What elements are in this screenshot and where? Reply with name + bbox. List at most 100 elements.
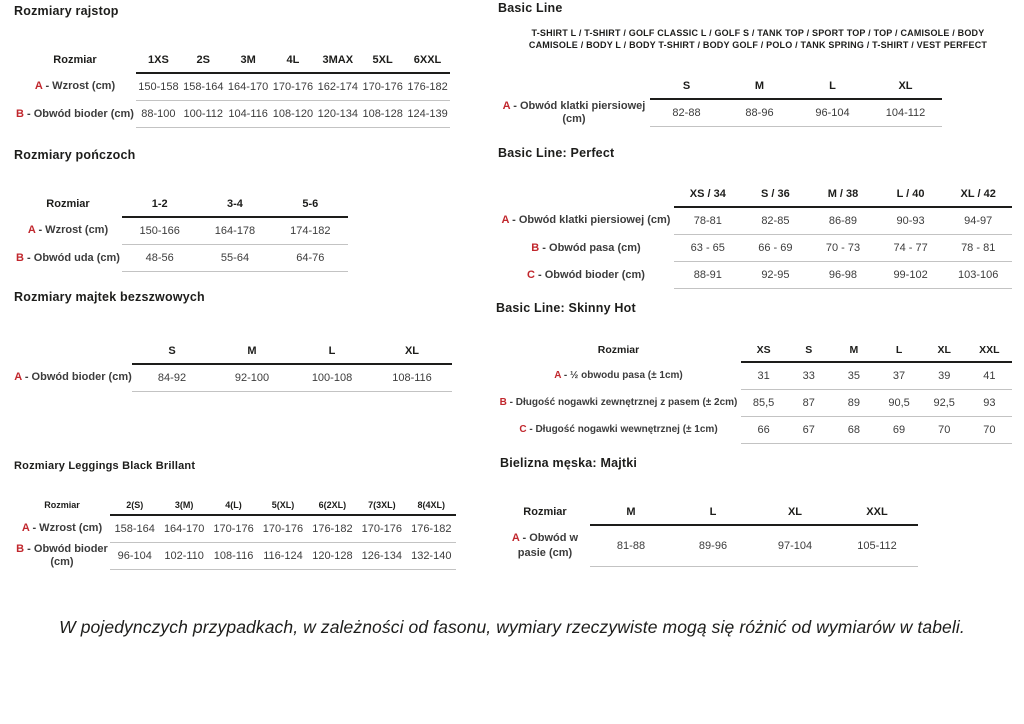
size-value: 96-98 (809, 261, 877, 289)
dimension-letter: A (34, 80, 43, 93)
header-row: S M L XL (14, 339, 452, 365)
size-value: 170-176 (208, 515, 259, 543)
size-value: 81-88 (590, 525, 672, 567)
basic-line-size-table: S M L XL A - Obwód klatki piersiowej (cm… (498, 74, 942, 128)
size-value: 170-176 (360, 73, 406, 101)
table-row: B - Obwód bioder (cm) 88-100 100-112 104… (14, 100, 450, 128)
size-value: 84-92 (132, 364, 212, 392)
dimension-letter: B (499, 397, 507, 409)
table-row: B - Obwód pasa (cm) 63 - 65 66 - 69 70 -… (498, 234, 1012, 262)
column-header: L / 40 (876, 182, 945, 208)
table-row: A - Wzrost (cm) 150-166 164-178 174-182 (14, 217, 348, 245)
column-header: 3M (225, 48, 271, 74)
size-value: 97-104 (754, 525, 836, 567)
perfect-size-table: XS / 34 S / 36 M / 38 L / 40 XL / 42 A -… (498, 182, 1012, 289)
size-value: 92-95 (741, 261, 810, 289)
product-list-line: CAMISOLE / BODY L / BODY T-SHIRT / BODY … (528, 39, 988, 50)
size-value: 116-124 (258, 542, 308, 570)
size-value: 88-91 (674, 261, 742, 289)
column-header: S / 36 (741, 182, 810, 208)
size-value: 174-182 (272, 217, 348, 245)
size-value: 82-85 (741, 207, 810, 235)
row-label-text: - Obwód klatki piersiowej (cm) (509, 214, 671, 227)
section-perfect: Basic Line: Perfect XS / 34 S / 36 M / 3… (498, 146, 1018, 289)
column-header: M (831, 339, 877, 363)
size-value: 31 (741, 362, 787, 390)
row-label: A - Obwód klatki piersiowej (cm) (498, 99, 650, 127)
column-header: L (292, 339, 372, 365)
size-value: 170-176 (357, 515, 407, 543)
column-header: 7(3XL) (357, 496, 407, 516)
size-value: 35 (831, 362, 877, 390)
table-row: A - Wzrost (cm) 150-158 158-164 164-170 … (14, 73, 450, 101)
table-row: A - Obwód bioder (cm) 84-92 92-100 100-1… (14, 364, 452, 392)
header-row: Rozmiar 1XS 2S 3M 4L 3MAX 5XL 6XXL (14, 48, 450, 74)
row-label: B - Obwód pasa (cm) (498, 235, 674, 262)
size-value: 64-76 (272, 244, 348, 272)
corner-label (498, 182, 674, 207)
size-value: 120-128 (307, 542, 358, 570)
size-value: 94-97 (944, 207, 1012, 235)
column-header: S (132, 339, 212, 365)
size-value: 170-176 (258, 515, 308, 543)
row-label-text: - Obwód klatki piersiowej (cm) (510, 100, 646, 126)
size-value: 96-104 (110, 542, 160, 570)
column-header: XL (372, 339, 452, 365)
size-value: 74 - 77 (876, 234, 945, 262)
size-value: 86-89 (809, 207, 877, 235)
row-label-text: - Obwód bioder (cm) (21, 371, 132, 384)
size-value: 104-116 (225, 100, 271, 128)
section-title-skinny-hot: Basic Line: Skinny Hot (496, 301, 636, 315)
dimension-letter: A (501, 214, 510, 227)
size-value: 39 (921, 362, 967, 390)
column-header: L (672, 500, 754, 526)
corner-label: Rozmiar (44, 500, 80, 511)
size-value: 124-139 (405, 100, 450, 128)
size-value: 82-88 (650, 99, 723, 128)
column-header: M (590, 500, 672, 526)
row-label-text: - Obwód bioder (cm) (23, 107, 134, 120)
section-ponczochy: Rozmiary pończoch Rozmiar 1-2 3-4 5-6 A … (14, 148, 464, 272)
dimension-letter: A (21, 522, 30, 535)
size-value: 37 (876, 362, 922, 390)
size-value: 170-176 (270, 73, 316, 101)
header-row: S M L XL (498, 74, 942, 101)
column-header: 6(2XL) (307, 496, 358, 516)
size-value: 120-134 (315, 100, 361, 128)
size-value: 164-178 (197, 217, 273, 245)
section-leggings: Rozmiary Leggings Black Brillant Rozmiar… (14, 460, 464, 570)
column-header: S (650, 74, 723, 101)
column-header: 4(L) (208, 496, 259, 516)
size-value: 100-112 (180, 100, 226, 128)
header-row: Rozmiar M L XL XXL (500, 500, 918, 526)
size-value: 63 - 65 (674, 234, 742, 262)
column-header: XL (921, 339, 967, 363)
size-value: 162-174 (315, 73, 361, 101)
column-header: S (786, 339, 832, 363)
size-value: 100-108 (292, 364, 372, 392)
column-header: M / 38 (809, 182, 877, 208)
skinny-hot-size-table: Rozmiar XS S M L XL XXL A - ½ obwodu pas… (496, 339, 1012, 444)
size-value: 78-81 (674, 207, 742, 235)
column-header: XL (754, 500, 836, 526)
size-value: 85,5 (741, 389, 787, 417)
leggings-size-table: Rozmiar 2(S) 3(M) 4(L) 5(XL) 6(2XL) 7(3X… (14, 496, 456, 570)
row-label-text: - Długość nogawki zewnętrznej z pasem (±… (506, 397, 738, 409)
size-value: 66 (741, 416, 787, 444)
size-value: 90,5 (876, 389, 922, 417)
section-bielizna-meska: Bielizna męska: Majtki Rozmiar M L XL XX… (500, 456, 1020, 567)
rajstop-size-table: Rozmiar 1XS 2S 3M 4L 3MAX 5XL 6XXL A - W… (14, 48, 450, 128)
size-value: 132-140 (406, 542, 456, 570)
size-value: 176-182 (405, 73, 450, 101)
dimension-letter: B (16, 251, 24, 264)
size-value: 66 - 69 (741, 234, 810, 262)
size-value: 99-102 (876, 261, 945, 289)
majtki-bezszwowe-size-table: S M L XL A - Obwód bioder (cm) 84-92 92-… (14, 339, 452, 392)
size-value: 41 (966, 362, 1012, 390)
size-value: 150-158 (136, 73, 181, 101)
dimension-letter: C (527, 268, 535, 281)
row-label: A - Obwód bioder (cm) (14, 364, 132, 392)
table-row: B - Obwód bioder (cm) 96-104 102-110 108… (14, 542, 456, 570)
size-value: 69 (876, 416, 922, 444)
section-rajstop: Rozmiary rajstop Rozmiar 1XS 2S 3M 4L 3M… (14, 4, 464, 128)
